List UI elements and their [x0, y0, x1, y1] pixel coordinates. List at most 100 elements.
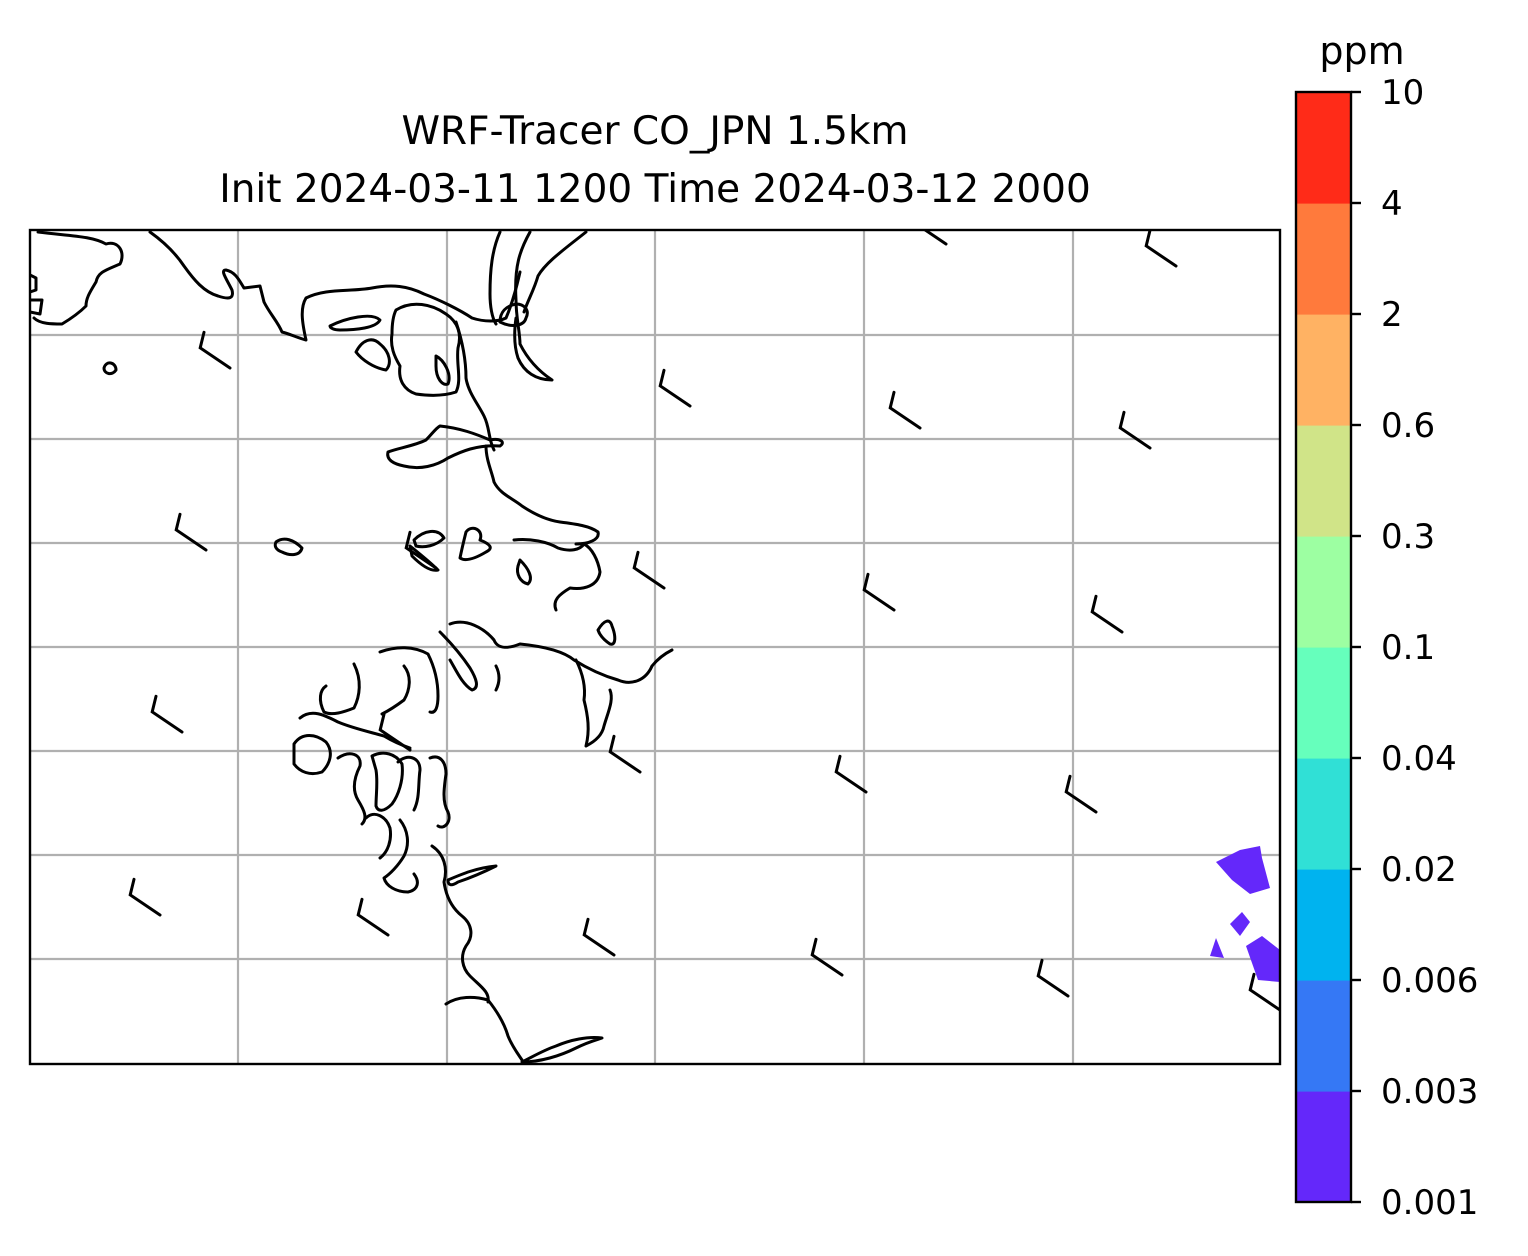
coastlines: [30, 230, 674, 1064]
coastline: [102, 361, 118, 376]
tracer-patch: [1210, 938, 1224, 958]
coastline: [522, 230, 588, 314]
wind-barb: [1144, 230, 1178, 268]
colorbar-segment: [1296, 647, 1351, 759]
colorbar-segment: [1296, 425, 1351, 537]
coastline: [273, 537, 304, 557]
coastline: [484, 444, 600, 546]
colorbar-segment: [1296, 758, 1351, 870]
wind-barb: [378, 712, 412, 752]
coastline: [430, 844, 490, 1004]
map-title-line-2: Init 2024-03-11 1200 Time 2024-03-12 200…: [219, 167, 1091, 212]
coastline: [458, 526, 492, 562]
map-title-line-1: WRF-Tracer CO_JPN 1.5km: [401, 109, 909, 154]
coastline: [454, 320, 496, 452]
wind-barb: [1118, 410, 1152, 450]
coastline: [32, 230, 124, 326]
colorbar-segment: [1296, 314, 1351, 426]
colorbar-tick-label: 10: [1381, 73, 1424, 113]
tracer-concentration-area: [1210, 846, 1280, 982]
wind-barb: [198, 330, 232, 370]
colorbar-tick-label: 0.04: [1381, 739, 1457, 779]
coastline: [292, 734, 332, 776]
colorbar-tick-label: 0.006: [1381, 961, 1478, 1001]
coastline: [494, 664, 501, 692]
coastline: [513, 230, 554, 382]
wind-barb: [1036, 958, 1070, 998]
colorbar-segments: [1296, 92, 1351, 1203]
map-frame: [28, 228, 1282, 1066]
colorbar-segment: [1296, 1091, 1351, 1203]
coastline: [364, 812, 392, 860]
coastline: [596, 619, 617, 646]
wind-barb: [810, 937, 844, 977]
colorbar-segment: [1296, 980, 1351, 1092]
coastline: [438, 630, 478, 692]
coastline: [408, 544, 440, 572]
wind-barb: [1248, 972, 1280, 1012]
colorbar-unit-label: ppm: [1319, 29, 1404, 73]
coastline: [428, 755, 451, 829]
coastline: [336, 752, 367, 826]
tracer-patch: [1230, 912, 1250, 936]
colorbar-tick-label: 0.001: [1381, 1183, 1478, 1223]
coastline: [30, 298, 44, 316]
coastline: [370, 751, 404, 812]
coastline: [512, 538, 602, 612]
colorbar-ticks: 0.001 0.003 0.006 0.02 0.04 0.1 0.3 0.6 2 4 10: [1351, 73, 1478, 1223]
coastline: [574, 658, 613, 748]
coastline: [448, 620, 674, 684]
tracer-patch: [1246, 936, 1280, 982]
wind-barb: [834, 754, 868, 794]
coastline: [390, 302, 461, 397]
coastline: [328, 314, 382, 332]
coastline: [444, 995, 524, 1062]
colorbar-segment: [1296, 203, 1351, 315]
wind-barb: [632, 550, 666, 590]
colorbar-tick-label: 0.02: [1381, 850, 1457, 890]
coastline: [488, 230, 502, 326]
coastline: [354, 338, 391, 372]
wind-barb: [922, 230, 948, 246]
colorbar-tick-label: 0.3: [1381, 517, 1435, 557]
wind-barb: [1090, 594, 1124, 634]
coastline: [498, 302, 529, 327]
wind-barbs: [128, 230, 1280, 1012]
coastline: [516, 558, 532, 586]
wind-barb: [608, 734, 642, 774]
wind-barb: [128, 877, 162, 917]
colorbar-segment: [1296, 536, 1351, 648]
wind-barb: [888, 390, 922, 430]
colorbar-segment: [1296, 92, 1351, 204]
coastline: [386, 424, 504, 470]
coastline: [382, 818, 419, 894]
coastline: [378, 646, 440, 714]
colorbar-tick-label: 2: [1381, 295, 1403, 335]
coastline: [412, 530, 446, 549]
coastline: [380, 664, 411, 716]
wind-barb: [404, 530, 438, 570]
wind-barb: [582, 917, 616, 957]
wind-barb: [658, 368, 692, 408]
coastline: [148, 230, 522, 342]
coastline: [520, 1036, 604, 1064]
coastline: [446, 864, 498, 887]
colorbar: 0.001 0.003 0.006 0.02 0.04 0.1 0.3 0.6 2 4 10 ppm: [1294, 29, 1478, 1223]
colorbar-tick-label: 4: [1381, 184, 1403, 224]
coastline: [30, 273, 38, 294]
wind-barb: [150, 694, 184, 734]
coastline: [318, 662, 361, 716]
coastline: [434, 354, 451, 386]
wind-barb: [862, 572, 896, 612]
colorbar-tick-label: 0.1: [1381, 628, 1435, 668]
map-panel: [28, 228, 1282, 1066]
wind-barb: [174, 512, 208, 552]
wind-barb: [356, 897, 390, 937]
colorbar-tick-label: 0.003: [1381, 1072, 1478, 1112]
tracer-patch: [1216, 846, 1270, 894]
colorbar-tick-label: 0.6: [1381, 406, 1435, 446]
wind-barb: [1064, 774, 1098, 814]
coastline: [396, 755, 422, 812]
colorbar-segment: [1296, 869, 1351, 981]
